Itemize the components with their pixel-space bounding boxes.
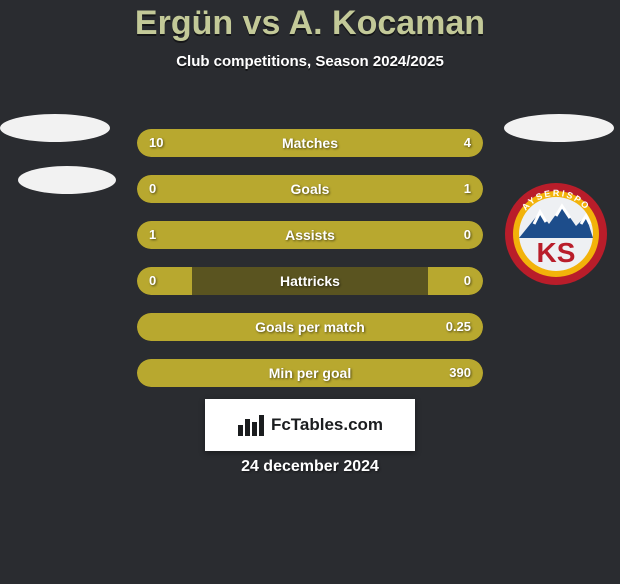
title-right: A. Kocaman	[289, 4, 486, 42]
player-left-silhouette	[0, 114, 130, 218]
bar-label: Hattricks	[137, 267, 483, 295]
bar-label: Goals per match	[137, 313, 483, 341]
bar-row: 0.25Goals per match	[137, 313, 483, 341]
bar-label: Goals	[137, 175, 483, 203]
kayserispor-badge-icon: AYSERISPO KS	[504, 182, 608, 286]
brand-text: FcTables.com	[271, 415, 383, 435]
player-right-silhouette	[490, 114, 620, 166]
date-text: 24 december 2024	[0, 458, 620, 476]
page-title: Ergün vs A. Kocaman	[0, 4, 620, 43]
ellipse-icon	[0, 114, 110, 142]
bar-label: Min per goal	[137, 359, 483, 387]
subtitle: Club competitions, Season 2024/2025	[0, 53, 620, 70]
bar-row: 10Assists	[137, 221, 483, 249]
ellipse-icon	[504, 114, 614, 142]
bar-row: 00Hattricks	[137, 267, 483, 295]
ellipse-icon	[18, 166, 116, 194]
bar-row: 390Min per goal	[137, 359, 483, 387]
title-vs: vs	[233, 4, 288, 42]
bar-row: 01Goals	[137, 175, 483, 203]
bar-label: Assists	[137, 221, 483, 249]
comparison-bars: 104Matches 01Goals 10Assists 00Hattricks 0.2…	[137, 129, 483, 405]
svg-text:KS: KS	[537, 237, 576, 268]
bars-icon	[237, 413, 265, 437]
fctables-brand[interactable]: FcTables.com	[205, 399, 415, 451]
bar-label: Matches	[137, 129, 483, 157]
bar-row: 104Matches	[137, 129, 483, 157]
title-left: Ergün	[135, 4, 233, 42]
